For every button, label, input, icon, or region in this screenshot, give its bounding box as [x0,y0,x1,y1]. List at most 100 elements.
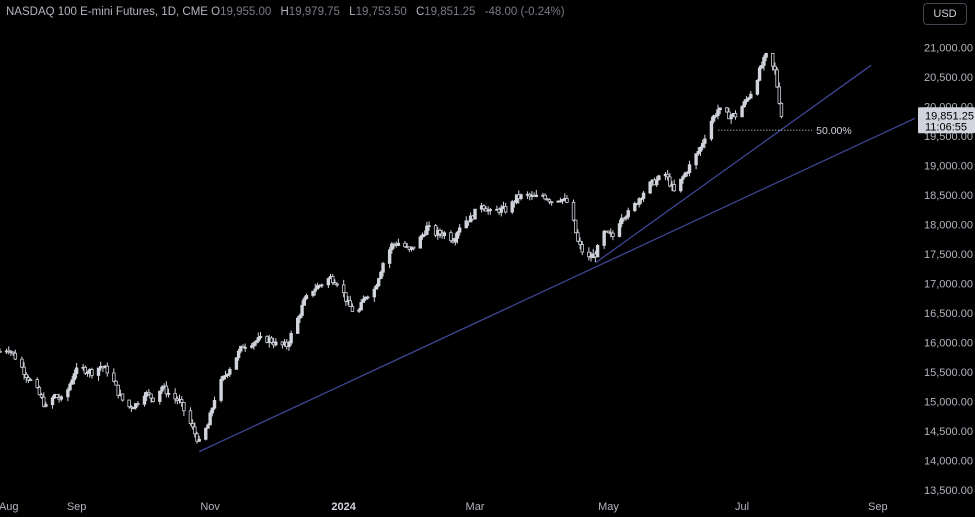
open-value: 19,955.00 [220,6,272,18]
trendlines-group: 50.00% [198,64,916,453]
candle-body [617,223,622,237]
candle-body [361,298,366,303]
candle-body [657,175,661,181]
candle-body [757,67,762,81]
candle-body [50,397,55,406]
candle-body [289,333,293,344]
candle-body [683,172,687,178]
candle-body [668,176,672,187]
candle-body [158,390,162,402]
candle-body [565,198,569,203]
candle-body [372,288,377,298]
retracement-label: 50.00% [816,125,852,137]
price-tick-label: 18,000.00 [924,220,973,232]
candle-body [341,284,346,294]
candle-body [648,181,652,194]
candle-body [711,115,716,122]
candle-body [746,97,751,100]
candle-body [219,379,223,401]
candle-body [147,392,151,395]
candle-body [580,244,584,253]
candle-body [455,231,460,239]
candle-body [729,115,733,120]
candle-body [204,427,208,440]
candle-body [464,220,468,229]
candle-body [28,379,33,382]
candle-body [320,284,324,287]
countdown-label: 11:06:55 [925,121,967,133]
price-tick-label: 13,500.00 [924,485,973,497]
candle-body [236,350,241,359]
candle-body [68,383,72,391]
candle-body [694,153,698,166]
candle-body [679,178,683,192]
candle-body [700,142,705,148]
candle-body [606,230,611,234]
candle-body [22,366,26,375]
candle-body [714,115,718,117]
candle-body [127,399,131,408]
candle-body [775,69,779,88]
candle-body [254,340,258,344]
candle-body [547,199,552,203]
candle-body [300,304,304,316]
candle-body [672,184,676,192]
candle-body [412,246,416,249]
candle-body [641,192,646,199]
time-tick-label: Jul [735,501,749,513]
candle-body [403,242,407,248]
candle-body [344,292,348,302]
candle-body [333,282,337,285]
price-axis: 13,500.00 14,000.00 14,500.00 15,000.00 15,5… [918,43,975,497]
candle-body [619,217,624,225]
candle-body [20,358,24,368]
price-tick-label: 15,500.00 [924,367,973,379]
candle-body [633,203,637,211]
candle-body [37,387,42,396]
candle-body [331,276,335,284]
candle-body [376,278,381,287]
candle-body [241,345,245,348]
time-tick-label: Sep [868,501,888,513]
candle-body [114,380,118,386]
candle-body [442,232,447,237]
candle-body [243,346,247,349]
candle-body [44,404,48,407]
candle-body [173,392,177,400]
currency-button[interactable]: USD [923,3,967,25]
candle-body [762,56,766,66]
time-tick-label: Sep [67,501,87,513]
candle-body [13,352,18,360]
candle-body [764,53,768,58]
candle-body [223,375,228,377]
candle-body [422,234,427,236]
price-tick-label: 14,000.00 [924,456,973,468]
candle-body [698,146,703,152]
candle-body [687,164,692,173]
candle-body [453,237,458,243]
candle-body [24,374,28,379]
candle-body [164,385,169,395]
candle-body [225,373,230,376]
candle-body [425,225,429,235]
candle-body [543,194,547,200]
candle-body [488,209,493,211]
candle-body [510,201,514,213]
candle-body [703,138,707,144]
candle-body [302,298,306,306]
candle-body [221,375,225,380]
candle-body [188,410,193,424]
candle-body [210,407,215,414]
candle-body [587,251,591,258]
price-tick-label: 19,000.00 [924,161,973,173]
candle-body [287,342,291,348]
candle-body [374,285,379,290]
candle-body [779,103,784,117]
candle-body [151,397,155,402]
candle-body [771,53,775,67]
candle-body [182,402,186,412]
candle-body [234,357,239,370]
price-tick-label: 20,500.00 [924,72,973,84]
candle-body [304,295,309,300]
